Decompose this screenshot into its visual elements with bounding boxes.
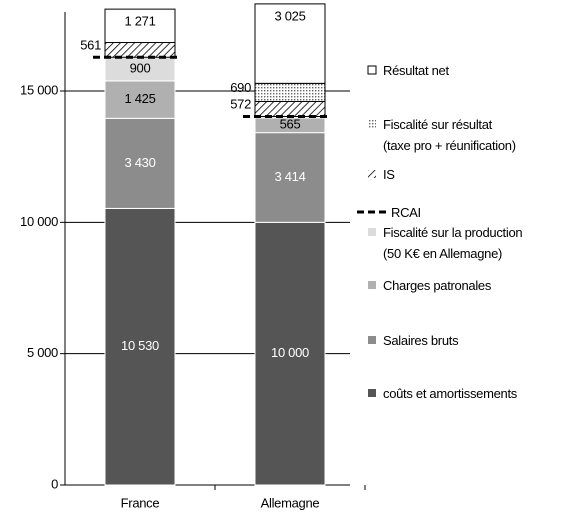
legend-icon [368, 228, 376, 236]
legend-icon [368, 170, 376, 178]
legend-icon [368, 120, 376, 128]
value-label: 900 [130, 61, 151, 76]
y-tick-label: 0 [51, 476, 58, 491]
legend-label: Salaires bruts [383, 333, 459, 348]
x-tick-label: France [121, 495, 160, 510]
legend-label: Résultat net [383, 63, 449, 78]
value-label: 3 414 [274, 169, 305, 184]
value-label: 572 [230, 96, 251, 111]
legend-label: coûts et amortissements [383, 386, 517, 401]
bar-segment [104, 8, 176, 44]
value-label: 561 [80, 37, 101, 52]
value-label: 1 425 [124, 91, 155, 106]
x-tick-label: Allemagne [261, 495, 320, 510]
legend-label: IS [383, 167, 395, 182]
value-label: 1 271 [124, 14, 155, 29]
bar-segment [254, 82, 326, 102]
bar-segment [104, 80, 176, 119]
bar-segment [104, 42, 176, 58]
legend-icon [368, 336, 376, 344]
bar-segment [104, 207, 176, 486]
value-label: 3 025 [274, 8, 305, 23]
value-label: 10 000 [271, 345, 309, 360]
legend-icon [368, 281, 376, 289]
value-label: 3 430 [124, 155, 155, 170]
legend-label: RCAI [391, 205, 421, 220]
bar-segment [254, 221, 326, 486]
legend-label: Fiscalité sur la production (50 K€ en Al… [383, 225, 523, 261]
legend-label: Charges patronales [383, 278, 492, 293]
y-tick-label: 15 000 [20, 82, 58, 97]
bar-segment [254, 132, 326, 223]
y-tick-label: 5 000 [27, 345, 58, 360]
bar-segment [104, 117, 176, 209]
value-label: 10 530 [121, 338, 159, 353]
value-label: 690 [230, 80, 251, 95]
y-tick-label: 10 000 [20, 214, 58, 229]
bar-segment [254, 3, 326, 84]
bar-segment [254, 100, 326, 118]
value-label: 565 [280, 117, 301, 132]
legend-label: Fiscalité sur résultat (taxe pro + réuni… [383, 117, 516, 153]
legend-icon [368, 389, 376, 397]
legend-icon [367, 65, 377, 75]
